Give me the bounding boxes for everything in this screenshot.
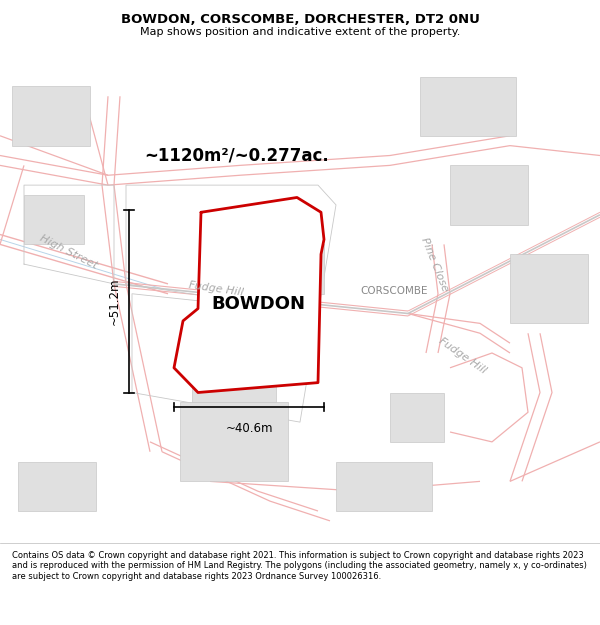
- Text: Pine Close: Pine Close: [419, 236, 451, 292]
- Text: CORSCOMBE: CORSCOMBE: [360, 286, 427, 296]
- Text: ~51.2m: ~51.2m: [107, 278, 121, 325]
- Polygon shape: [192, 353, 276, 402]
- Text: Contains OS data © Crown copyright and database right 2021. This information is : Contains OS data © Crown copyright and d…: [12, 551, 587, 581]
- Text: Fudge Hill: Fudge Hill: [188, 280, 244, 298]
- Text: ~40.6m: ~40.6m: [225, 421, 273, 434]
- Polygon shape: [510, 254, 588, 323]
- Polygon shape: [18, 462, 96, 511]
- Polygon shape: [336, 462, 432, 511]
- Polygon shape: [24, 195, 84, 244]
- Polygon shape: [390, 392, 444, 442]
- Polygon shape: [180, 402, 288, 481]
- Polygon shape: [12, 86, 90, 146]
- Text: ~1120m²/~0.277ac.: ~1120m²/~0.277ac.: [144, 146, 329, 164]
- Text: BOWDON: BOWDON: [211, 294, 305, 312]
- Polygon shape: [174, 198, 324, 392]
- Text: High Street: High Street: [38, 233, 100, 271]
- Polygon shape: [420, 76, 516, 136]
- Text: BOWDON, CORSCOMBE, DORCHESTER, DT2 0NU: BOWDON, CORSCOMBE, DORCHESTER, DT2 0NU: [121, 13, 479, 26]
- Polygon shape: [450, 166, 528, 224]
- Text: Map shows position and indicative extent of the property.: Map shows position and indicative extent…: [140, 26, 460, 36]
- Text: Fudge Hill: Fudge Hill: [437, 336, 487, 376]
- Polygon shape: [258, 244, 324, 294]
